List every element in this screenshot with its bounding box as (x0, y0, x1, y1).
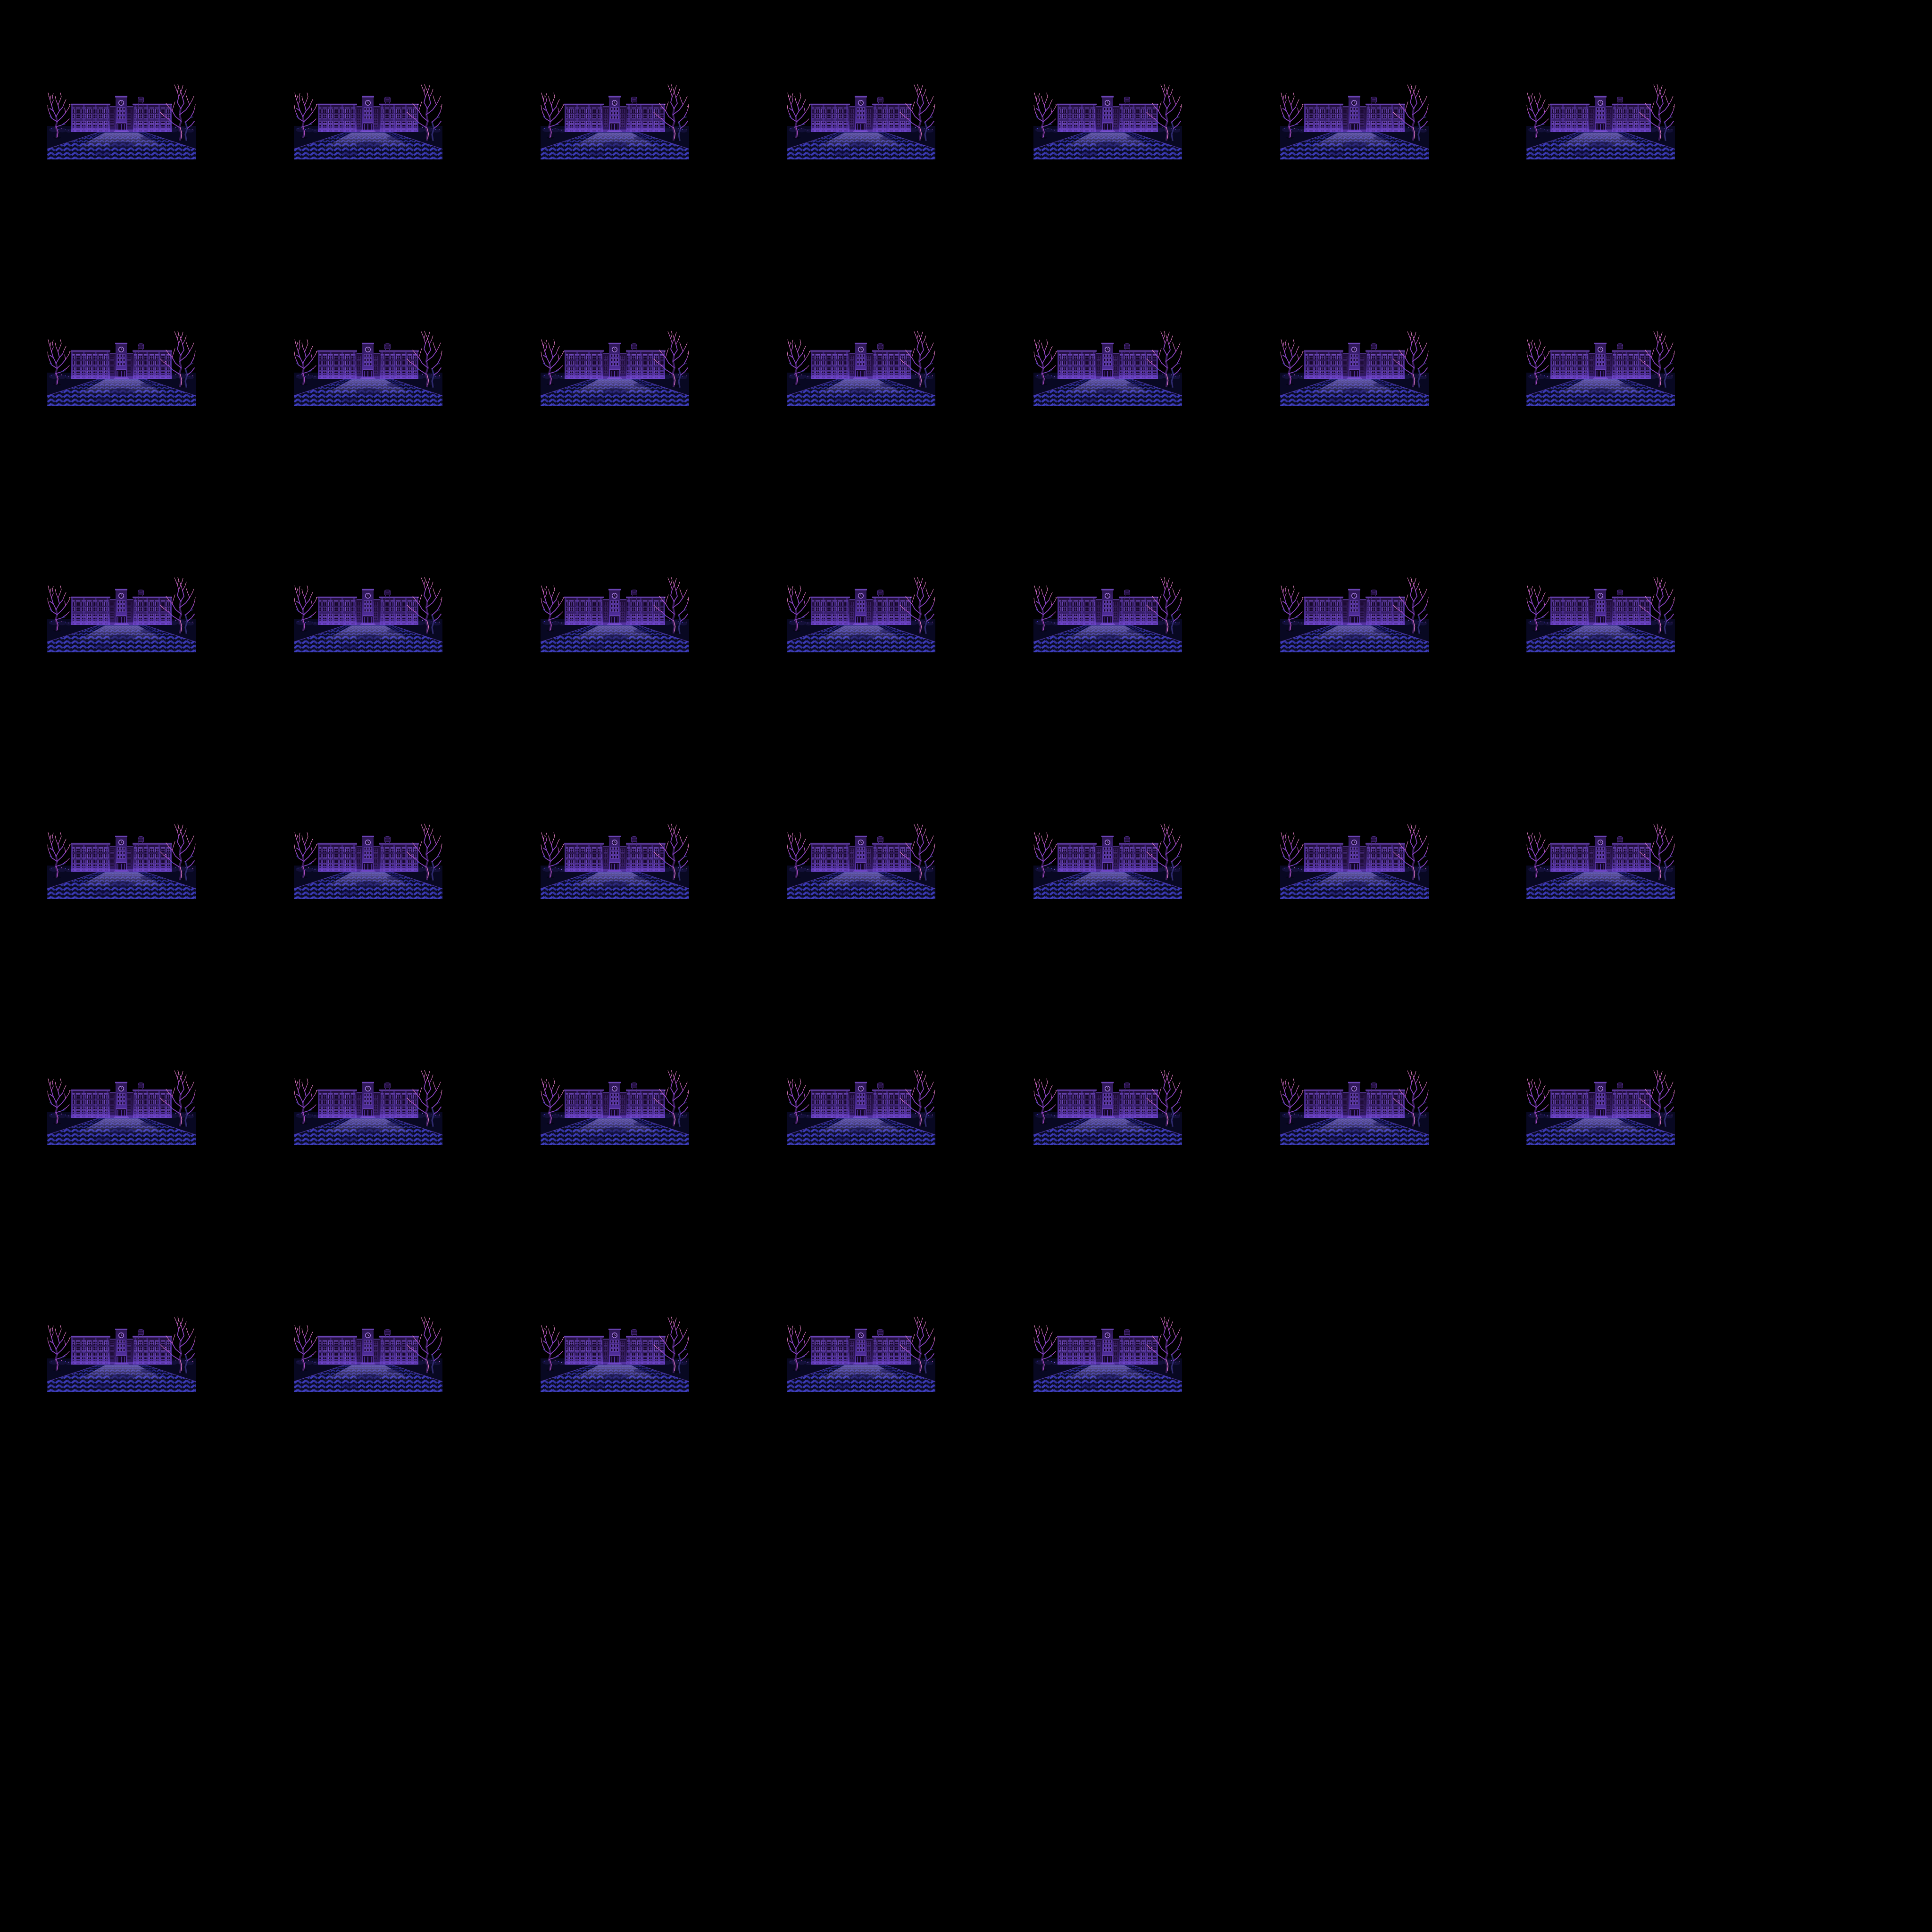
sprite-frame (541, 83, 689, 159)
sprite-frame (541, 822, 689, 899)
sprite-frame (1280, 575, 1429, 652)
sprite-frame (541, 329, 689, 406)
sprite-frame (1280, 329, 1429, 406)
sprite-frame (1033, 822, 1182, 899)
sprite-frame (294, 83, 442, 159)
sprite-frame (1033, 1068, 1182, 1145)
sprite-frame (787, 1315, 935, 1392)
sprite-frame (47, 822, 196, 899)
sprite-frame (294, 329, 442, 406)
sprite-frame (294, 1315, 442, 1392)
sprite-frame (787, 1068, 935, 1145)
sprite-frame (1526, 83, 1675, 159)
sprite-frame (541, 1315, 689, 1392)
sprite-frame (541, 1068, 689, 1145)
sprite-frame (1526, 822, 1675, 899)
sprite-frame (1526, 575, 1675, 652)
sprite-frame (787, 329, 935, 406)
sprite-frame (1526, 1068, 1675, 1145)
sprite-frame (294, 575, 442, 652)
sprite-frame (1033, 575, 1182, 652)
sprite-frame (294, 822, 442, 899)
sprite-frame (47, 83, 196, 159)
sprite-frame (1280, 1068, 1429, 1145)
sprite-frame (1033, 83, 1182, 159)
sprite-frame (1526, 329, 1675, 406)
sprite-frame (787, 575, 935, 652)
sprite-frame (787, 83, 935, 159)
sprite-frame (294, 1068, 442, 1145)
sprite-frame (1033, 1315, 1182, 1392)
sprite-frame (47, 1068, 196, 1145)
sprite-frame (1033, 329, 1182, 406)
sprite-frame (1280, 822, 1429, 899)
sprite-frame (1280, 83, 1429, 159)
sprite-frame (47, 329, 196, 406)
sprite-frame (47, 1315, 196, 1392)
sprite-frame (541, 575, 689, 652)
sprite-frame (47, 575, 196, 652)
sprite-frame (787, 822, 935, 899)
